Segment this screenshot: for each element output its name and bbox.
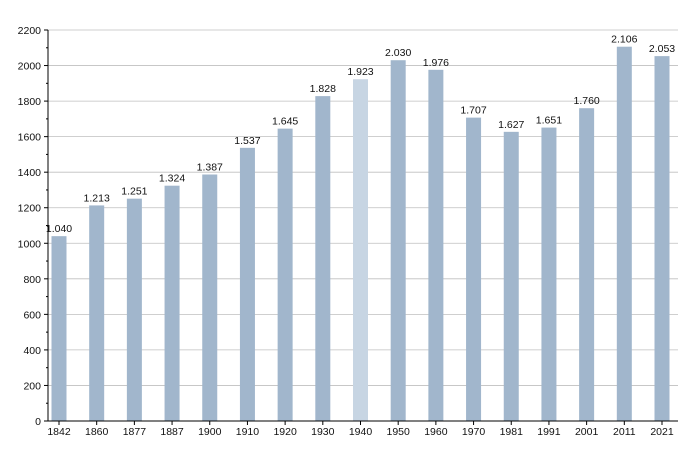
x-tick-label: 1910 xyxy=(236,426,260,438)
x-tick-label: 1970 xyxy=(462,426,486,438)
y-tick-label: 1200 xyxy=(18,203,42,215)
y-tick-label: 1000 xyxy=(18,238,42,250)
y-tick-label: 2000 xyxy=(18,61,42,73)
labels: 0 200 400 600 800 1000 1200 1400 1600 1800 2000 220… xyxy=(18,25,676,438)
y-tick-label: 1400 xyxy=(18,167,42,179)
data-label-1981: 1.627 xyxy=(498,119,524,131)
x-tick-label: 2021 xyxy=(650,426,674,438)
y-tick-label: 2200 xyxy=(18,25,42,37)
bar-1900 xyxy=(202,174,218,421)
bar-2021 xyxy=(654,56,670,421)
x-tick-label: 2011 xyxy=(613,426,636,438)
x-tick-label: 1860 xyxy=(85,426,109,438)
bar-1960 xyxy=(428,69,444,421)
x-tick-label: 1900 xyxy=(198,426,222,438)
data-label-2001: 1.760 xyxy=(573,95,599,107)
x-tick-label: 1940 xyxy=(349,426,373,438)
data-label-1991: 1.651 xyxy=(536,115,562,127)
data-label-1960: 1.976 xyxy=(423,57,449,69)
bar-1877 xyxy=(126,198,142,421)
bar-2011 xyxy=(616,46,632,422)
y-tick-label: 0 xyxy=(35,416,41,428)
x-tick-label: 1991 xyxy=(537,426,561,438)
bar-1887 xyxy=(164,185,180,421)
data-label-1910: 1.537 xyxy=(234,135,260,147)
data-label-1877: 1.251 xyxy=(121,186,147,198)
x-tick-label: 1887 xyxy=(160,426,184,438)
x-tick-label: 1842 xyxy=(47,426,71,438)
bar-1970 xyxy=(466,117,482,422)
bar-1920 xyxy=(277,128,293,421)
y-tick-label: 1600 xyxy=(18,132,42,144)
data-label-1940: 1.923 xyxy=(347,66,373,78)
y-tick-label: 400 xyxy=(23,345,41,357)
x-tick-label: 2001 xyxy=(575,426,599,438)
y-tick-label: 800 xyxy=(23,274,41,286)
bar-1910 xyxy=(239,147,255,421)
data-label-1920: 1.645 xyxy=(272,116,298,128)
bar-1981 xyxy=(503,131,519,422)
bar-2001 xyxy=(579,108,595,421)
data-label-2011: 2.106 xyxy=(611,34,637,46)
data-label-1842: 1.040 xyxy=(46,223,72,235)
x-tick-label: 1920 xyxy=(273,426,297,438)
bar-1950 xyxy=(390,60,406,422)
axes xyxy=(44,29,678,425)
data-label-2021: 2.053 xyxy=(649,43,675,55)
bar-1860 xyxy=(89,205,105,421)
data-label-1930: 1.828 xyxy=(310,83,336,95)
bars xyxy=(51,46,670,422)
data-label-1887: 1.324 xyxy=(159,173,185,185)
bar-1842 xyxy=(51,236,67,421)
data-label-1950: 2.030 xyxy=(385,47,411,59)
bar-1940 xyxy=(353,79,368,421)
y-tick-label: 200 xyxy=(23,380,41,392)
data-label-1970: 1.707 xyxy=(460,105,486,117)
x-tick-label: 1877 xyxy=(123,426,147,438)
bar-1930 xyxy=(315,96,331,421)
x-tick-label: 1981 xyxy=(500,426,524,438)
data-label-1860: 1.213 xyxy=(84,192,110,204)
y-tick-label: 1800 xyxy=(18,96,42,108)
x-tick-label: 1930 xyxy=(311,426,335,438)
data-label-1900: 1.387 xyxy=(197,161,223,173)
bar-1991 xyxy=(541,127,557,422)
x-tick-label: 1950 xyxy=(387,426,411,438)
y-tick-label: 600 xyxy=(23,309,41,321)
x-tick-label: 1960 xyxy=(424,426,448,438)
